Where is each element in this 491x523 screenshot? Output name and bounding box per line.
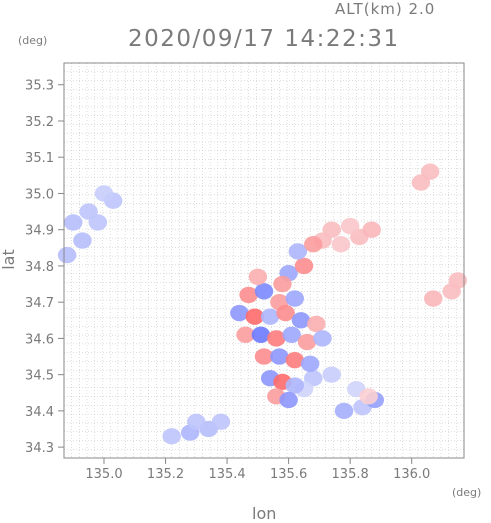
central-mixed-cluster-cell	[260, 308, 280, 325]
south-east-blue-patch-cell	[359, 388, 378, 405]
x-tick-label: 135.6	[270, 467, 307, 482]
central-mixed-cluster-cell	[239, 286, 258, 304]
central-mixed-cluster-cell	[236, 326, 255, 343]
altitude-label: ALT(km) 2.0	[335, 0, 436, 18]
y-tick-label: 34.5	[25, 369, 54, 384]
east-red-patch-cell	[424, 290, 443, 307]
central-mixed-cluster-cell	[297, 333, 317, 351]
x-tick-label: 135.4	[208, 467, 245, 482]
central-mixed-cluster-cell	[270, 348, 289, 365]
central-mixed-cluster-cell	[285, 352, 304, 369]
central-mixed-cluster-cell	[300, 355, 320, 372]
central-mixed-cluster-cell	[267, 330, 286, 347]
west-blue-patch-cell	[94, 185, 114, 202]
central-mixed-cluster-cell	[251, 326, 271, 343]
central-mixed-cluster-cell	[304, 236, 323, 253]
y-tick-label: 34.6	[25, 332, 54, 347]
central-mixed-cluster-cell	[313, 330, 332, 347]
x-tick-label: 135.0	[85, 467, 122, 482]
y-tick-label: 35.1	[25, 151, 54, 166]
south-blue-patch-cell	[322, 366, 341, 383]
central-mixed-cluster-cell	[307, 315, 326, 333]
south-west-blue-patch-cell	[162, 428, 181, 445]
central-mixed-cluster-cell	[254, 348, 274, 365]
south-west-blue-patch-cell	[187, 413, 206, 430]
central-mixed-cluster-cell	[279, 391, 298, 409]
west-blue-patch-cell	[57, 246, 77, 264]
central-mixed-cluster-cell	[282, 326, 301, 343]
timestamp: 2020/09/17 14:22:31	[128, 26, 400, 52]
y-tick-label: 34.4	[25, 405, 54, 420]
y-tick-label: 34.3	[25, 441, 54, 456]
central-mixed-cluster-cell	[254, 283, 274, 300]
central-mixed-cluster-cell	[273, 275, 292, 293]
west-blue-patch-cell	[79, 203, 98, 220]
y-tick-label: 34.9	[25, 224, 54, 239]
x-axis-title: lon	[252, 504, 277, 523]
y-tick-label: 34.8	[25, 260, 54, 275]
central-mixed-cluster-cell	[245, 308, 264, 325]
x-tick-label: 135.2	[147, 467, 184, 482]
x-axis-unit: (deg)	[452, 486, 482, 499]
north-east-red-patch-cell	[340, 217, 360, 235]
y-tick-label: 34.7	[25, 296, 54, 311]
central-mixed-cluster-cell	[285, 377, 304, 394]
east-red-patch-cell	[448, 272, 468, 289]
y-tick-label: 35.2	[25, 115, 54, 130]
central-mixed-cluster-cell	[285, 290, 304, 307]
central-mixed-cluster-cell	[291, 312, 311, 329]
far-north-east-red-patch-cell	[420, 163, 440, 180]
central-mixed-cluster-cell	[276, 304, 295, 322]
central-mixed-cluster-cell	[230, 304, 249, 322]
west-blue-patch-cell	[73, 232, 92, 249]
north-east-red-patch-cell	[362, 221, 381, 238]
x-tick-label: 136.0	[393, 467, 430, 482]
x-tick-label: 135.8	[332, 467, 369, 482]
y-tick-label: 35.3	[25, 79, 54, 94]
central-mixed-cluster-cell	[248, 268, 268, 285]
plot-frame	[63, 62, 465, 459]
west-blue-patch-cell	[63, 214, 83, 231]
north-east-red-patch-cell	[322, 221, 341, 238]
south-east-blue-patch-cell	[334, 402, 354, 420]
north-east-red-patch-cell	[331, 236, 351, 253]
central-mixed-cluster-cell	[294, 257, 314, 275]
y-tick-label: 35.0	[25, 187, 54, 202]
y-axis-unit: (deg)	[18, 34, 48, 47]
central-mixed-cluster-cell	[288, 243, 308, 260]
south-west-blue-patch-cell	[211, 413, 231, 430]
